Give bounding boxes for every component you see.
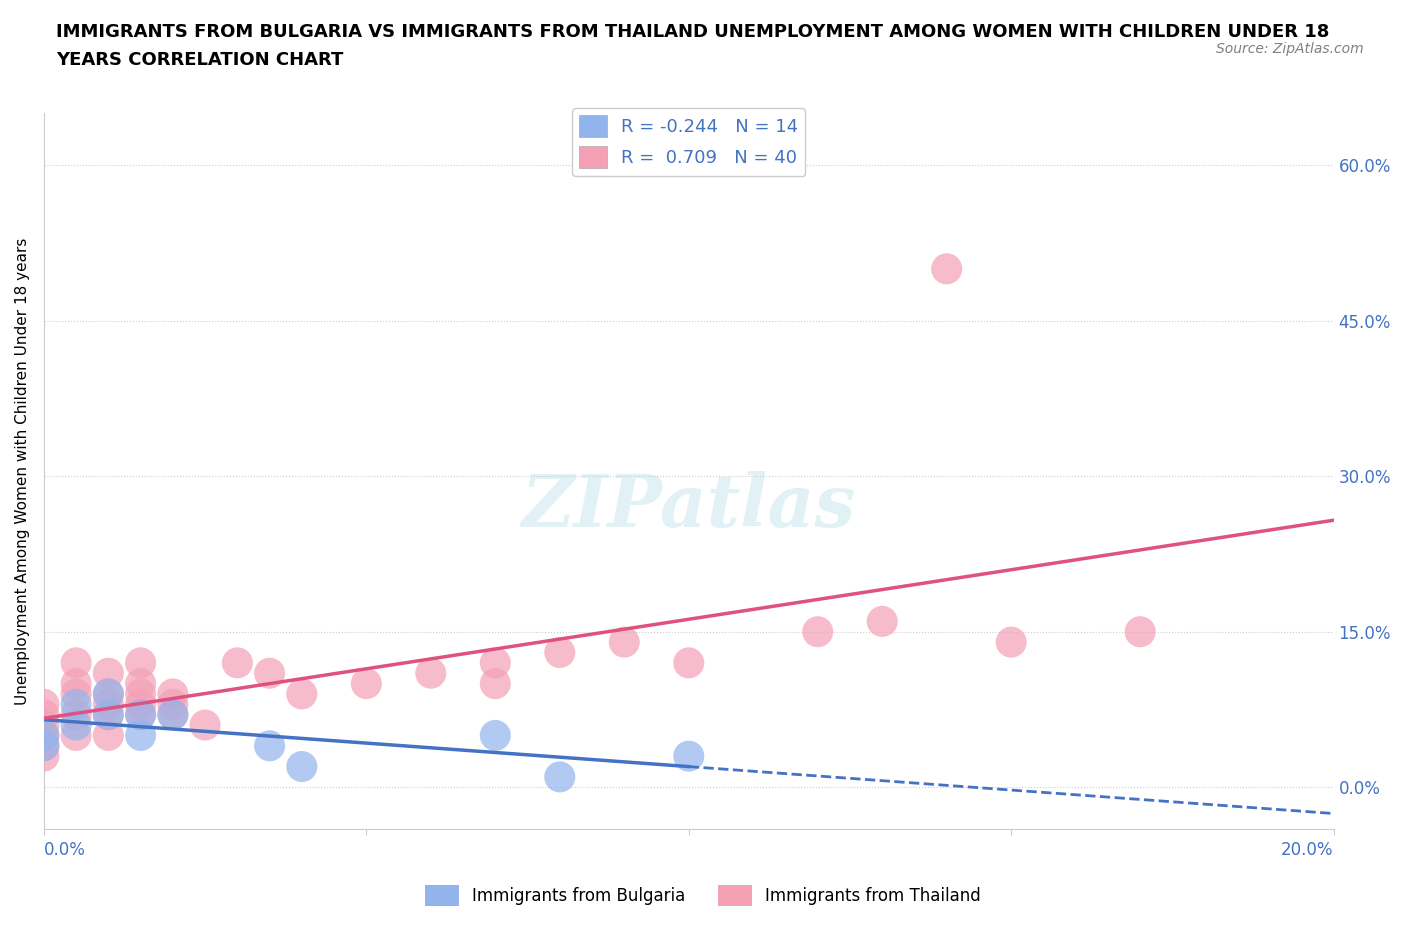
Point <box>129 686 152 701</box>
Point <box>548 769 571 784</box>
Point <box>97 666 120 681</box>
Point <box>1000 634 1022 649</box>
Point <box>162 707 184 722</box>
Point <box>548 645 571 660</box>
Point <box>65 728 87 743</box>
Point <box>97 707 120 722</box>
Text: ZIPatlas: ZIPatlas <box>522 472 856 542</box>
Point <box>129 676 152 691</box>
Point <box>97 707 120 722</box>
Point <box>613 634 636 649</box>
Point <box>129 697 152 711</box>
Point <box>65 676 87 691</box>
Point <box>484 728 506 743</box>
Point <box>259 666 281 681</box>
Point <box>291 686 314 701</box>
Point <box>259 738 281 753</box>
Point <box>65 656 87 671</box>
Point <box>32 749 55 764</box>
Point <box>162 686 184 701</box>
Point <box>32 718 55 733</box>
Point <box>291 759 314 774</box>
Point <box>484 676 506 691</box>
Point <box>129 656 152 671</box>
Point <box>97 686 120 701</box>
Point <box>129 728 152 743</box>
Point <box>97 697 120 711</box>
Point <box>65 718 87 733</box>
Point <box>32 697 55 711</box>
Point <box>65 686 87 701</box>
Point <box>65 707 87 722</box>
Point <box>807 624 830 639</box>
Point <box>162 707 184 722</box>
Text: 20.0%: 20.0% <box>1281 842 1334 859</box>
Point <box>678 656 700 671</box>
Point <box>935 261 957 276</box>
Point <box>129 707 152 722</box>
Point <box>419 666 441 681</box>
Text: Source: ZipAtlas.com: Source: ZipAtlas.com <box>1216 42 1364 56</box>
Text: IMMIGRANTS FROM BULGARIA VS IMMIGRANTS FROM THAILAND UNEMPLOYMENT AMONG WOMEN WI: IMMIGRANTS FROM BULGARIA VS IMMIGRANTS F… <box>56 23 1330 41</box>
Point <box>678 749 700 764</box>
Point <box>162 697 184 711</box>
Point <box>32 738 55 753</box>
Point <box>129 707 152 722</box>
Point <box>97 728 120 743</box>
Point <box>32 728 55 743</box>
Point <box>226 656 249 671</box>
Text: 0.0%: 0.0% <box>44 842 86 859</box>
Legend: R = -0.244   N = 14, R =  0.709   N = 40: R = -0.244 N = 14, R = 0.709 N = 40 <box>572 108 806 176</box>
Point <box>870 614 893 629</box>
Point <box>65 697 87 711</box>
Point <box>1129 624 1152 639</box>
Point <box>32 738 55 753</box>
Text: YEARS CORRELATION CHART: YEARS CORRELATION CHART <box>56 51 343 69</box>
Point <box>32 707 55 722</box>
Point <box>484 656 506 671</box>
Legend: Immigrants from Bulgaria, Immigrants from Thailand: Immigrants from Bulgaria, Immigrants fro… <box>419 879 987 912</box>
Point <box>32 728 55 743</box>
Point <box>97 686 120 701</box>
Y-axis label: Unemployment Among Women with Children Under 18 years: Unemployment Among Women with Children U… <box>15 237 30 705</box>
Point <box>356 676 378 691</box>
Point <box>194 718 217 733</box>
